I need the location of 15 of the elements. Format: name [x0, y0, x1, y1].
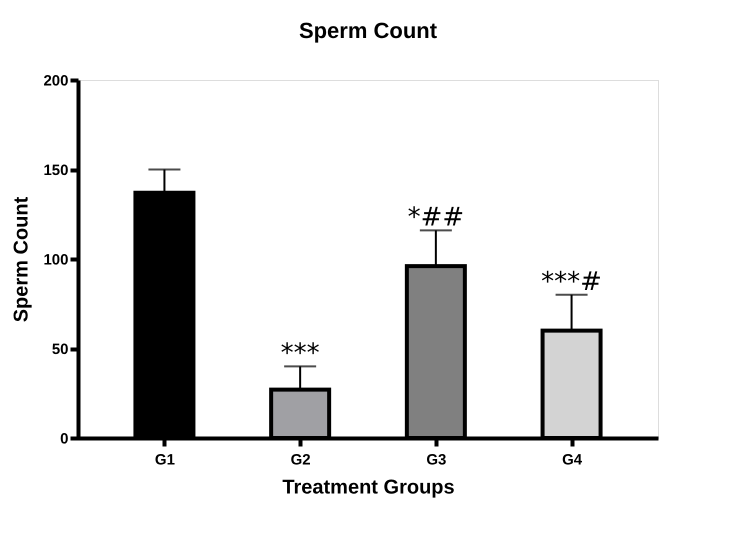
y-tick-label: 150: [43, 162, 68, 179]
y-tick-label: 200: [43, 72, 68, 90]
x-tick-label: G3: [426, 452, 446, 468]
y-tick-label: 100: [43, 252, 68, 268]
x-tick-label: G4: [562, 452, 583, 468]
y-tick-label: 0: [60, 430, 68, 448]
y-tick-label: 50: [52, 341, 68, 358]
x-tick-label: G1: [154, 452, 175, 468]
x-axis-title: Treatment Groups: [282, 476, 455, 498]
chart-title: Sperm Count: [298, 18, 438, 43]
y-axis-title: Sperm Count: [10, 196, 32, 322]
annotation: ***: [280, 338, 320, 368]
x-tick-label: G2: [290, 452, 311, 468]
annotation: *##: [408, 202, 464, 232]
annotation: ***#: [541, 266, 602, 297]
